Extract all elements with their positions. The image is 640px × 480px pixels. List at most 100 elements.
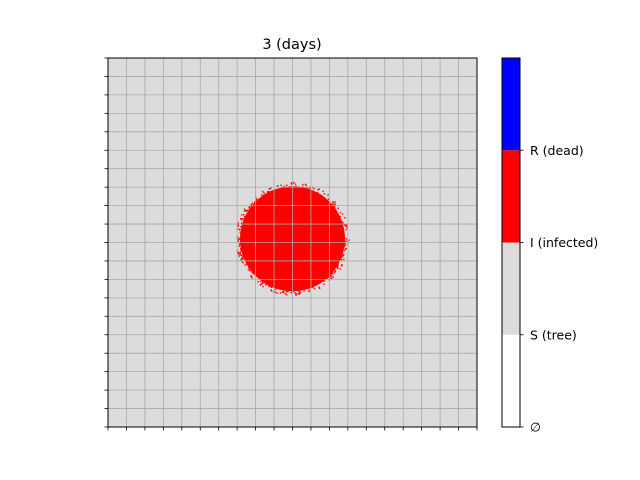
infected-edge-cell xyxy=(317,282,319,285)
infected-edge-cell xyxy=(327,194,329,196)
infected-edge-cell xyxy=(262,281,264,284)
infected-edge-cell xyxy=(334,201,336,203)
infected-edge-cell xyxy=(239,243,241,246)
infected-edge-cell xyxy=(268,188,271,190)
infected-edge-cell xyxy=(263,194,265,196)
infected-edge-cell xyxy=(287,290,289,292)
infected-edge-cell xyxy=(332,203,334,206)
infected-edge-cell xyxy=(317,189,319,191)
infected-edge-cell xyxy=(299,291,302,294)
infected-edge-cell xyxy=(344,217,346,219)
infected-edge-cell xyxy=(245,263,248,265)
infected-edge-cell xyxy=(332,202,334,205)
infected-edge-cell xyxy=(322,196,324,198)
infected-edge-cell xyxy=(260,280,262,283)
infected-edge-cell xyxy=(346,224,348,226)
infected-edge-cell xyxy=(283,290,285,293)
infected-edge-cell xyxy=(340,222,343,224)
infected-edge-cell xyxy=(281,291,284,293)
infected-edge-cell xyxy=(332,276,334,278)
infected-edge-cell xyxy=(266,283,269,285)
infected-edge-cell xyxy=(237,224,239,226)
infected-edge-cell xyxy=(244,215,246,218)
infected-edge-cell xyxy=(317,192,319,194)
infected-edge-cell xyxy=(239,240,242,243)
axis-ticks xyxy=(104,57,478,431)
infected-edge-cell xyxy=(344,225,347,227)
infected-edge-cell xyxy=(298,290,300,293)
infected-edge-cell xyxy=(272,290,275,293)
infected-edge-cell xyxy=(248,206,250,209)
infected-edge-cell xyxy=(261,194,263,196)
infected-edge-cell xyxy=(345,240,347,242)
infected-edge-cell xyxy=(295,185,297,188)
infected-edge-cell xyxy=(239,231,241,233)
infected-edge-cell xyxy=(251,272,253,274)
infected-edge-cell xyxy=(243,208,246,210)
infected-edge-cell xyxy=(343,253,345,256)
colorbar-segment xyxy=(502,150,520,243)
infected-edge-cell xyxy=(343,244,346,246)
infected-edge-cell xyxy=(295,294,297,296)
infected-edge-cell xyxy=(241,257,243,259)
infected-edge-cell xyxy=(256,198,258,200)
infected-edge-cell xyxy=(294,292,296,294)
infected-edge-cell xyxy=(339,268,341,270)
infected-edge-cell xyxy=(337,263,339,266)
infected-edge-cell xyxy=(345,248,347,250)
infected-edge-cell xyxy=(336,267,339,270)
infected-edge-cell xyxy=(313,288,316,290)
infected-edge-cell xyxy=(346,227,349,229)
infected-edge-cell xyxy=(271,285,273,287)
infected-edge-cell xyxy=(331,273,333,275)
infected-edge-cell xyxy=(251,277,253,279)
infected-edge-cell xyxy=(268,191,270,193)
infected-edge-cell xyxy=(237,241,239,243)
infected-edge-cell xyxy=(332,272,334,275)
infected-edge-cell xyxy=(343,246,345,248)
infected-edge-cell xyxy=(279,292,282,294)
infected-edge-cell xyxy=(330,275,332,277)
infected-edge-cell xyxy=(319,194,322,196)
infected-edge-cell xyxy=(318,188,320,190)
infected-edge-cell xyxy=(262,195,265,197)
plot-area xyxy=(104,57,478,431)
infected-edge-cell xyxy=(238,245,241,247)
infected-edge-cell xyxy=(241,218,244,220)
infected-edge-cell xyxy=(250,276,252,278)
infected-edge-cell xyxy=(237,222,239,224)
infected-edge-cell xyxy=(341,265,343,267)
colorbar-segment xyxy=(502,242,520,335)
infected-edge-cell xyxy=(240,254,243,256)
infected-edge-cell xyxy=(336,266,339,268)
infected-edge-cell xyxy=(334,270,337,272)
infected-edge-cell xyxy=(262,190,264,193)
infected-edge-cell xyxy=(334,271,336,274)
infected-edge-cell xyxy=(253,202,256,204)
infected-edge-cell xyxy=(237,252,239,255)
infected-edge-cell xyxy=(250,204,253,206)
infected-edge-cell xyxy=(248,208,251,210)
infected-edge-cell xyxy=(326,277,328,280)
infected-edge-cell xyxy=(243,210,246,212)
infected-edge-cell xyxy=(330,277,332,280)
infected-edge-cell xyxy=(342,254,344,257)
infected-edge-cell xyxy=(257,281,259,283)
infected-edge-cell xyxy=(263,192,265,194)
infected-edge-cell xyxy=(285,184,288,186)
infected-edge-cell xyxy=(318,286,320,289)
infected-edge-cell xyxy=(333,206,336,208)
infected-edge-cell xyxy=(245,210,248,212)
infected-edge-cell xyxy=(238,228,240,231)
infected-edge-cell xyxy=(318,287,321,289)
colorbar-label: R (dead) xyxy=(530,143,584,158)
infected-edge-cell xyxy=(242,218,245,220)
infected-edge-cell xyxy=(307,187,309,189)
infected-edge-cell xyxy=(312,286,314,289)
infected-edge-cell xyxy=(239,251,241,253)
infected-edge-cell xyxy=(333,207,336,209)
infected-edge-cell xyxy=(309,187,311,189)
infected-edge-cell xyxy=(305,187,307,189)
infected-edge-cell xyxy=(238,255,241,257)
